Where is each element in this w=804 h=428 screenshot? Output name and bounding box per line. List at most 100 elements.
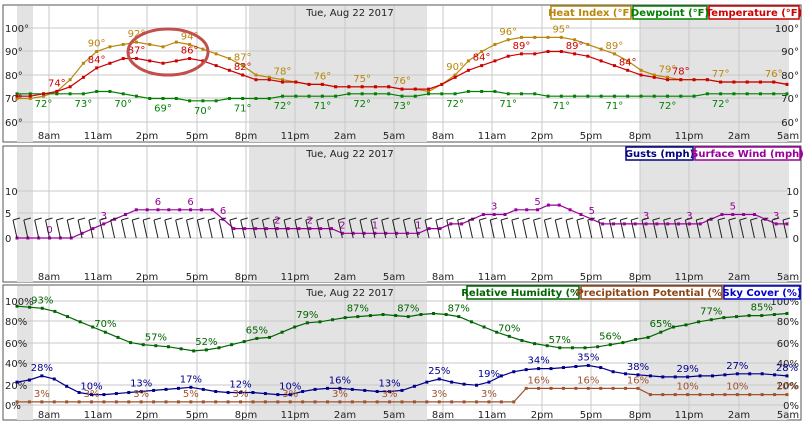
data-point bbox=[449, 222, 453, 226]
data-point bbox=[586, 386, 590, 390]
wind-barb bbox=[619, 219, 625, 239]
data-label: 3 bbox=[773, 211, 779, 222]
data-point bbox=[350, 387, 354, 391]
data-point bbox=[227, 57, 231, 61]
data-point bbox=[148, 59, 152, 63]
data-point bbox=[91, 227, 95, 231]
data-point bbox=[78, 320, 82, 324]
wind-barb-flag bbox=[620, 217, 628, 221]
data-point bbox=[507, 334, 511, 338]
night-shading bbox=[249, 6, 427, 142]
data-point bbox=[514, 208, 518, 212]
data-label: 86° bbox=[181, 46, 199, 57]
data-point bbox=[557, 203, 561, 207]
data-point bbox=[241, 64, 245, 68]
y-tick-label-right: 5 bbox=[793, 209, 799, 220]
wind-barb bbox=[554, 219, 560, 239]
data-label: 76° bbox=[393, 76, 411, 87]
data-point bbox=[574, 365, 578, 369]
data-point bbox=[164, 400, 168, 404]
data-point bbox=[524, 368, 528, 372]
data-point bbox=[710, 374, 714, 378]
data-label: 87% bbox=[397, 304, 419, 315]
legend-box bbox=[550, 5, 632, 20]
x-tick-label: 8am bbox=[432, 410, 454, 421]
wind-barb bbox=[229, 219, 235, 239]
wind-barb bbox=[749, 219, 755, 239]
data-point bbox=[294, 80, 298, 84]
data-point bbox=[188, 42, 192, 46]
data-point bbox=[286, 227, 290, 231]
data-point bbox=[666, 78, 670, 82]
data-point bbox=[121, 42, 125, 46]
y-tick-label-left: 0 bbox=[5, 234, 11, 245]
wind-barb-flag bbox=[674, 217, 682, 221]
data-point bbox=[652, 94, 656, 98]
data-point bbox=[639, 94, 643, 98]
data-point bbox=[254, 73, 258, 77]
data-label: 71° bbox=[234, 104, 252, 115]
data-point bbox=[586, 54, 590, 58]
data-point bbox=[596, 345, 600, 349]
data-label: 82° bbox=[234, 62, 252, 73]
data-label: 70% bbox=[498, 323, 520, 334]
data-point bbox=[334, 85, 338, 89]
y-tick-label-right: 100% bbox=[770, 297, 799, 308]
data-point bbox=[294, 94, 298, 98]
data-point bbox=[742, 213, 746, 216]
wind-barb-flag bbox=[164, 217, 172, 221]
data-point bbox=[512, 400, 516, 404]
wind-barb-flag bbox=[77, 217, 86, 221]
data-point bbox=[313, 387, 317, 391]
x-tick-label: 11pm bbox=[281, 410, 310, 421]
y-tick-label-left: 80° bbox=[5, 71, 23, 82]
data-label: 95° bbox=[552, 24, 570, 35]
data-point bbox=[210, 208, 214, 212]
data-point bbox=[758, 80, 762, 84]
data-label: 69° bbox=[154, 104, 172, 115]
data-point bbox=[440, 82, 444, 86]
data-point bbox=[91, 325, 95, 329]
data-point bbox=[134, 94, 138, 98]
data-point bbox=[102, 400, 106, 404]
x-tick-label: 8am bbox=[432, 272, 454, 283]
data-point bbox=[319, 227, 323, 231]
data-point bbox=[506, 54, 510, 58]
wind-barb-flag bbox=[67, 217, 75, 221]
wind-barb bbox=[500, 219, 506, 239]
data-label: 71° bbox=[499, 99, 517, 110]
data-label: 3 bbox=[643, 211, 649, 222]
wind-barb-flag bbox=[500, 217, 509, 221]
x-tick-label: 8pm bbox=[629, 131, 651, 142]
data-point bbox=[241, 73, 245, 77]
x-tick-label: 11pm bbox=[675, 272, 704, 283]
data-point bbox=[276, 400, 280, 404]
data-point bbox=[201, 400, 205, 404]
data-point bbox=[493, 42, 497, 46]
wind-barb bbox=[695, 219, 701, 239]
wind-barb-flag bbox=[544, 217, 552, 221]
wind-barb bbox=[261, 219, 267, 239]
data-point bbox=[621, 341, 625, 345]
data-point bbox=[199, 208, 203, 212]
y-tick-label-left: 40% bbox=[5, 359, 27, 370]
y-tick-label-right: 60° bbox=[781, 118, 799, 129]
data-point bbox=[747, 314, 751, 318]
data-label: 72° bbox=[274, 101, 292, 112]
wind-barb-flag bbox=[392, 217, 400, 221]
data-point bbox=[288, 400, 292, 404]
wind-barb-flag bbox=[761, 217, 769, 221]
data-point bbox=[381, 313, 385, 317]
data-label: 96° bbox=[499, 27, 517, 38]
data-point bbox=[705, 92, 709, 96]
data-point bbox=[495, 330, 499, 334]
wind-barb bbox=[782, 219, 788, 239]
wind-barb bbox=[684, 219, 690, 239]
y-tick-label-left: 10 bbox=[5, 187, 18, 198]
wind-barb-flag bbox=[132, 217, 140, 221]
data-point bbox=[648, 393, 652, 397]
wind-barb bbox=[522, 219, 528, 239]
wind-barb-flag bbox=[99, 217, 107, 221]
data-point bbox=[40, 374, 44, 378]
data-point bbox=[735, 372, 739, 376]
